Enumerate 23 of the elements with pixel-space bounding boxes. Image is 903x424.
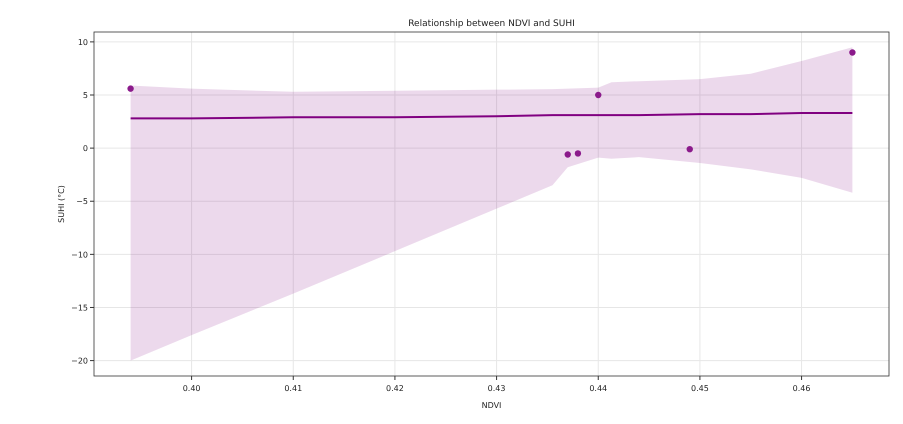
y-tick-label: 10 xyxy=(78,38,88,47)
x-tick-label: 0.41 xyxy=(284,384,302,393)
point xyxy=(127,85,134,92)
x-tick-label: 0.45 xyxy=(691,384,709,393)
y-tick-label: −10 xyxy=(71,250,88,260)
y-tick-label: −15 xyxy=(71,303,88,312)
point xyxy=(686,146,693,152)
x-axis-title: NDVI xyxy=(482,401,502,410)
x-tick-label: 0.40 xyxy=(182,384,200,393)
y-tick-label: 0 xyxy=(82,144,88,154)
point xyxy=(849,49,856,56)
chart-title: Relationship between NDVI and SUHI xyxy=(408,19,575,29)
x-tick-label: 0.43 xyxy=(488,384,506,393)
y-tick-label: −20 xyxy=(71,356,88,366)
y-tick-label: −5 xyxy=(76,197,88,206)
y-axis-title: SUHI (°C) xyxy=(57,185,66,223)
x-tick-label: 0.42 xyxy=(386,384,404,393)
x-tick-label: 0.46 xyxy=(792,384,810,393)
y-tick-label: 5 xyxy=(82,91,88,100)
point xyxy=(574,150,582,157)
point xyxy=(564,151,571,158)
x-tick-label: 0.44 xyxy=(589,384,608,393)
point xyxy=(595,92,602,98)
